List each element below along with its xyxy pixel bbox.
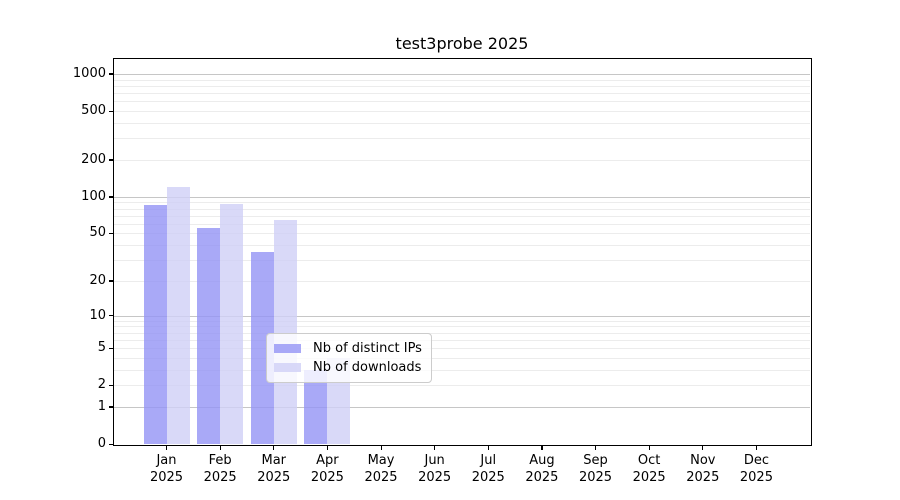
x-axis-tick-mark: [702, 445, 704, 450]
legend-row: Nb of distinct IPs: [274, 339, 422, 358]
x-axis-tick-label: May 2025: [364, 453, 398, 485]
minor-gridline: [114, 79, 810, 81]
y-axis-tick-mark: [108, 384, 113, 386]
y-axis-tick-mark: [108, 232, 113, 235]
x-axis-tick-mark: [755, 445, 758, 450]
x-axis-tick-label: Jan 2025: [149, 453, 184, 485]
legend: Nb of distinct IPs Nb of downloads: [266, 333, 432, 383]
x-axis-tick-label: Jun 2025: [418, 453, 452, 485]
x-axis-tick-mark: [541, 445, 543, 450]
legend-row: Nb of downloads: [274, 358, 422, 377]
chart-title: test3probe 2025: [395, 34, 529, 53]
x-axis-tick-mark: [219, 445, 221, 450]
bar-distinct-ips-feb: [197, 228, 221, 444]
x-axis-tick-mark: [380, 445, 382, 450]
x-axis-tick-mark: [648, 445, 650, 450]
x-axis-tick-label: Aug 2025: [525, 453, 559, 485]
bar-downloads-feb: [220, 203, 244, 444]
minor-gridline: [114, 202, 810, 204]
x-axis-tick-mark: [487, 445, 489, 450]
minor-gridline: [114, 385, 810, 387]
y-axis-tick-label: 2: [97, 377, 106, 393]
minor-gridline: [114, 326, 810, 328]
y-axis-tick-label: 50: [89, 225, 106, 241]
legend-swatch-downloads: [274, 363, 301, 372]
minor-gridline: [114, 223, 810, 225]
x-axis-tick-mark: [326, 445, 329, 450]
x-axis-tick-label: Sep 2025: [578, 453, 613, 485]
minor-gridline: [114, 93, 810, 95]
legend-label: Nb of downloads: [313, 360, 422, 375]
minor-gridline: [114, 332, 810, 334]
minor-gridline: [114, 101, 810, 103]
bar-distinct-ips-mar: [250, 252, 274, 444]
y-axis-tick-mark: [108, 73, 113, 75]
y-axis-tick-label: 0: [97, 436, 106, 451]
bar-distinct-ips-apr: [304, 369, 328, 444]
minor-gridline: [114, 233, 810, 235]
plot-area: 0 1 2 5 10 20 50 100 200 500 1000 Jan 2025 Feb 2025 M…: [73, 59, 810, 485]
y-axis-tick-label: 10: [89, 307, 106, 323]
x-axis-tick-mark: [273, 445, 275, 450]
minor-gridline: [114, 215, 810, 217]
y-axis-tick-label: 200: [81, 151, 106, 167]
minor-gridline: [114, 280, 810, 282]
x-axis-tick-label: Feb 2025: [203, 453, 237, 485]
minor-gridline: [114, 138, 810, 140]
y-axis-tick-mark: [108, 159, 113, 161]
minor-gridline: [114, 260, 810, 262]
legend-swatch-distinct-ips: [274, 344, 301, 353]
bar-downloads-mar: [273, 219, 297, 444]
x-axis-tick-label: Mar 2025: [257, 453, 291, 485]
minor-gridline: [114, 85, 810, 87]
bar-downloads-jan: [166, 187, 190, 444]
y-axis-tick-mark: [108, 347, 113, 349]
minor-gridline: [114, 369, 810, 371]
bar-distinct-ips-jan: [143, 204, 167, 444]
minor-gridline: [114, 320, 810, 322]
y-axis-tick-label: 5: [97, 340, 106, 356]
minor-gridline: [114, 122, 810, 124]
x-axis-tick-mark: [166, 445, 168, 450]
major-gridline: [114, 196, 810, 198]
minor-gridline: [114, 348, 810, 350]
legend-label: Nb of distinct IPs: [313, 341, 422, 356]
minor-gridline: [114, 357, 810, 359]
minor-gridline: [114, 339, 810, 341]
x-axis-tick-label: Apr 2025: [310, 453, 344, 485]
y-axis-tick-mark: [108, 406, 113, 408]
y-axis-tick-label: 1000: [72, 65, 106, 81]
y-axis-tick-label: 1: [97, 398, 106, 414]
x-axis-tick-label: Dec 2025: [739, 453, 773, 485]
y-axis-tick-label: 20: [89, 272, 106, 288]
minor-gridline: [114, 111, 810, 113]
y-axis-tick-mark: [108, 443, 113, 445]
major-gridline: [114, 73, 810, 75]
y-axis-tick-mark: [108, 110, 113, 112]
minor-gridline: [114, 159, 810, 161]
x-axis-tick-label: Jul 2025: [471, 453, 505, 485]
minor-gridline: [114, 208, 810, 210]
x-axis-tick-mark: [595, 445, 597, 450]
y-axis-tick-label: 100: [81, 188, 106, 204]
y-axis-tick-mark: [108, 315, 113, 317]
minor-gridline: [114, 245, 810, 247]
major-gridline: [114, 406, 810, 408]
major-gridline: [114, 315, 810, 317]
y-axis-tick-label: 500: [81, 103, 106, 119]
y-axis-tick-mark: [108, 280, 113, 282]
x-axis-tick-label: Oct 2025: [632, 453, 666, 485]
y-axis-tick-mark: [108, 196, 113, 198]
x-axis-tick-mark: [434, 445, 436, 450]
x-axis-tick-label: Nov 2025: [686, 453, 720, 485]
